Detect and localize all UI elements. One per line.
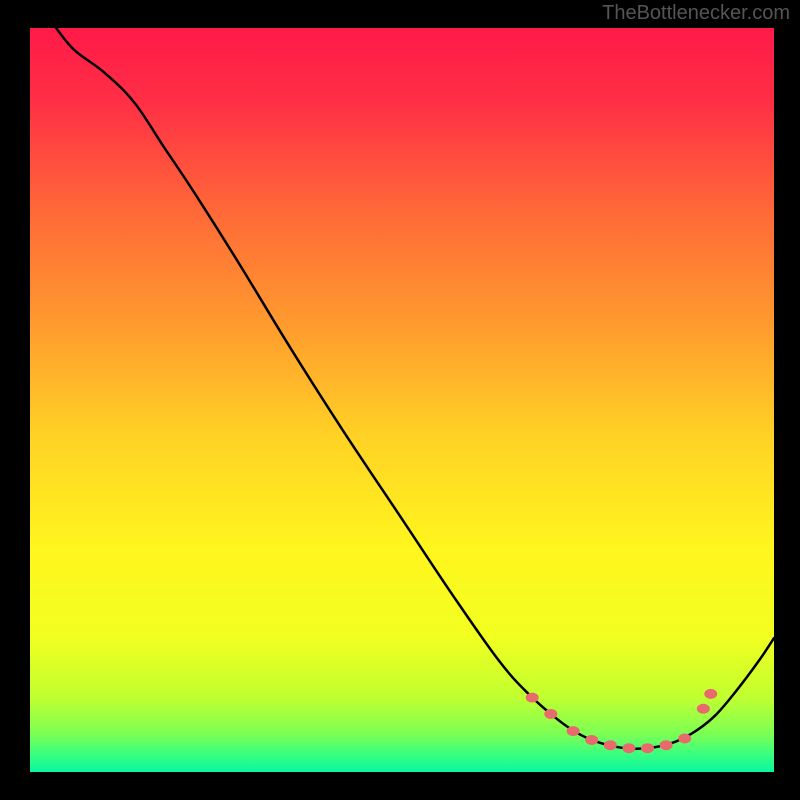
curve-marker [641,743,654,753]
chart-plot-area [30,28,774,772]
curve-marker [526,693,539,703]
watermark-text: TheBottlenecker.com [602,2,790,25]
curve-marker [604,740,617,750]
curve-marker [660,740,673,750]
curve-marker [544,709,557,719]
curve-marker [567,726,580,736]
curve-marker [704,689,717,699]
curve-marker [585,735,598,745]
chart-svg [30,28,774,772]
gradient-background [30,28,774,772]
curve-marker [697,704,710,714]
curve-marker [678,734,691,744]
curve-marker [622,743,635,753]
